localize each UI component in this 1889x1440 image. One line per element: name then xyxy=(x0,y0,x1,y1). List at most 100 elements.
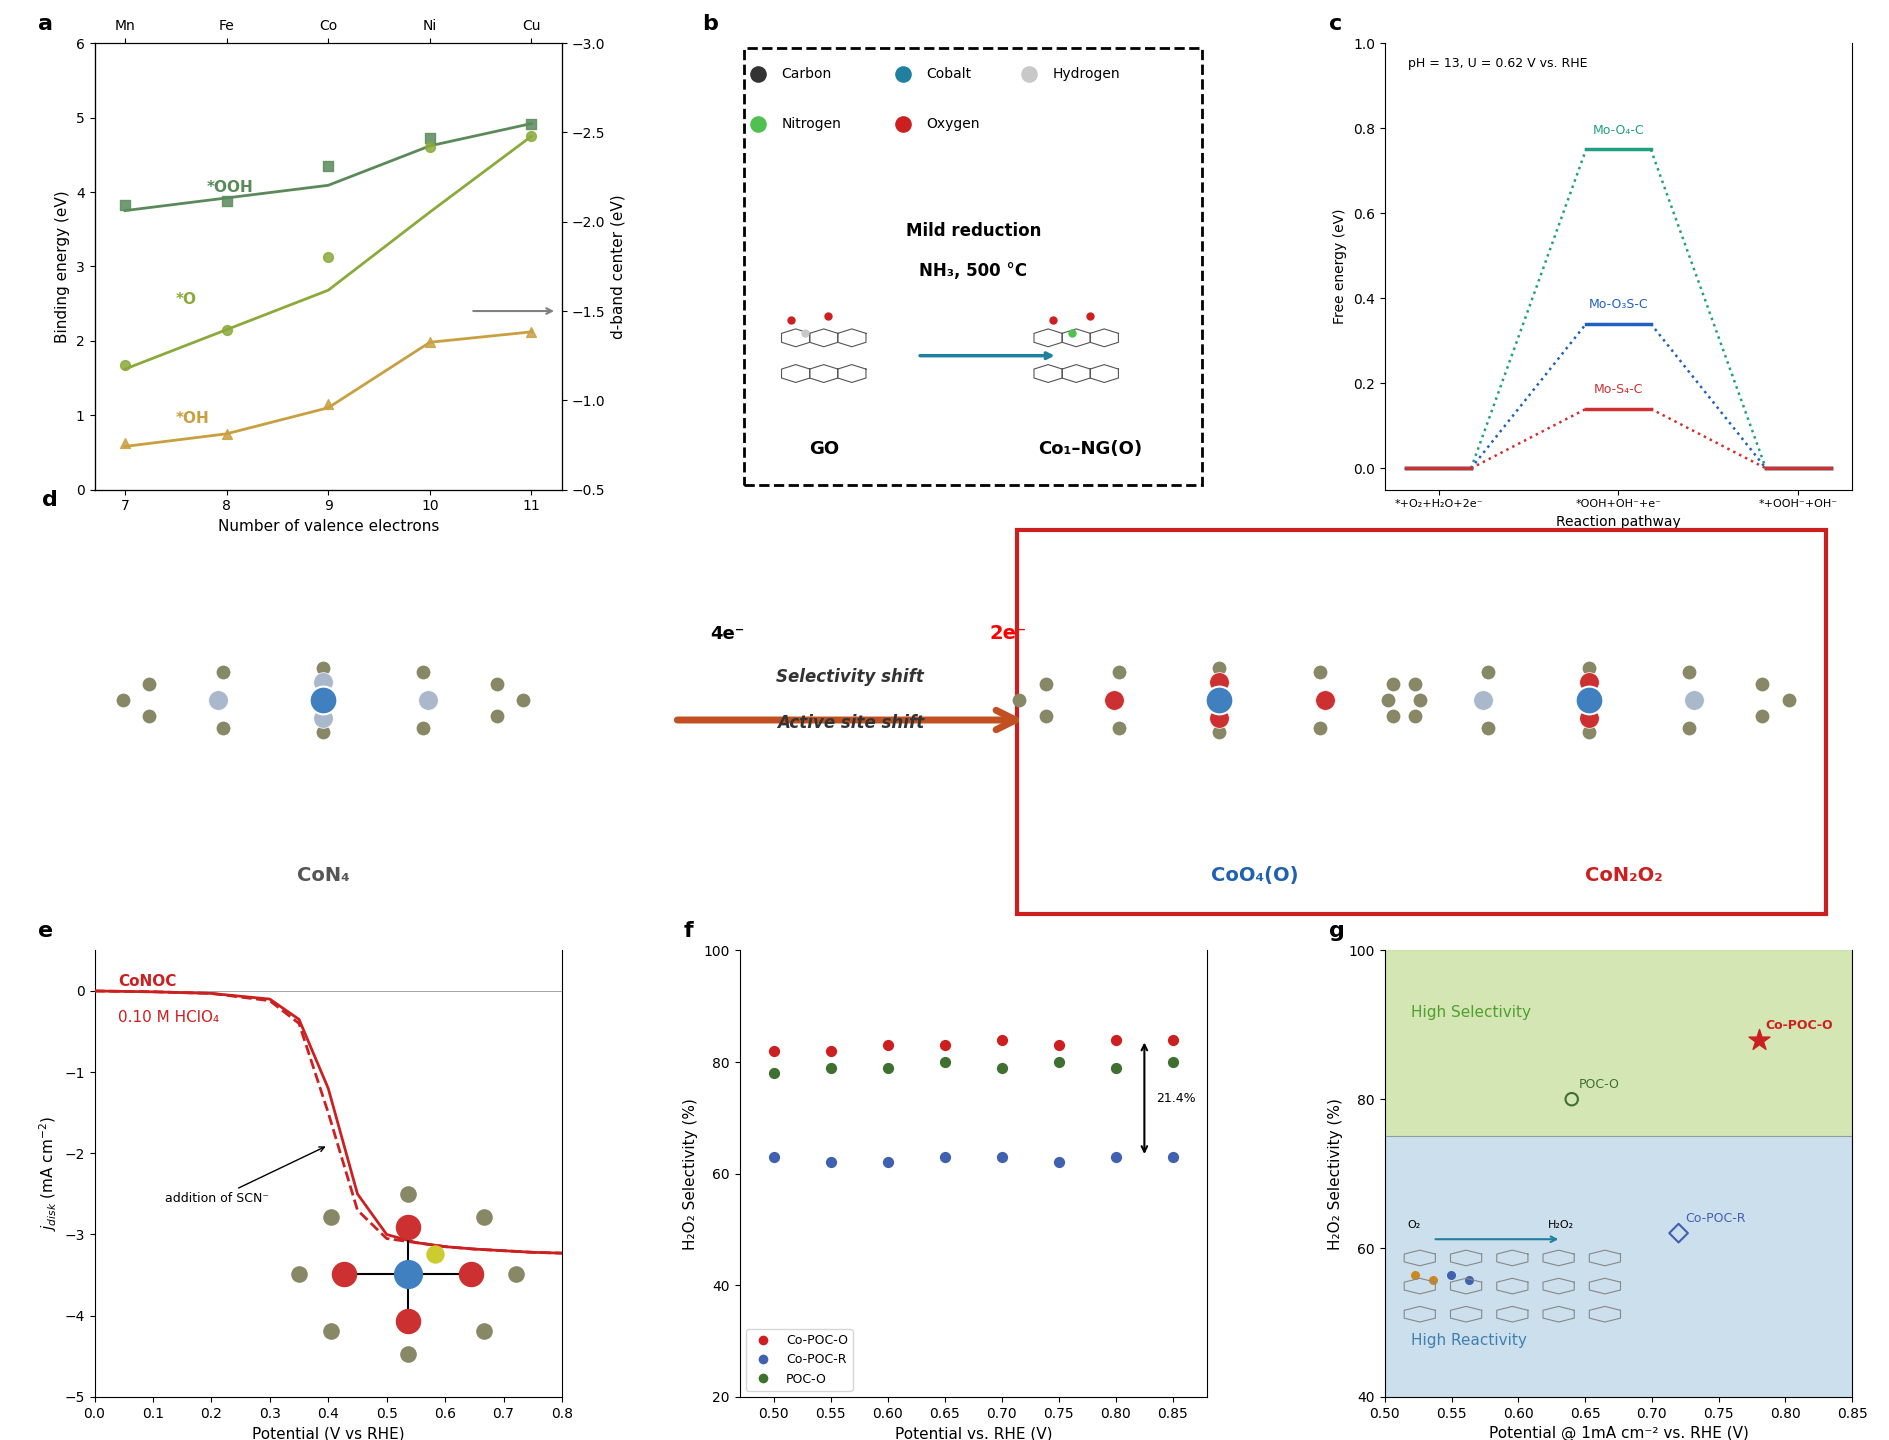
Point xyxy=(1572,688,1602,711)
Point xyxy=(1099,1028,1130,1051)
Point xyxy=(816,1056,846,1079)
Point xyxy=(508,688,538,711)
Point xyxy=(1203,688,1234,711)
Point xyxy=(1677,688,1708,711)
Point xyxy=(1203,707,1234,730)
Text: 21.4%: 21.4% xyxy=(1156,1092,1194,1104)
Point xyxy=(790,321,820,344)
Point xyxy=(1158,1050,1188,1073)
Text: Co₁–NG(O): Co₁–NG(O) xyxy=(1037,439,1141,458)
Text: addition of SCN⁻: addition of SCN⁻ xyxy=(164,1146,325,1205)
Point xyxy=(1098,688,1128,711)
Text: High Reactivity: High Reactivity xyxy=(1411,1333,1526,1348)
Point xyxy=(1745,704,1776,727)
Point xyxy=(308,657,338,680)
Text: 4e⁻: 4e⁻ xyxy=(710,625,744,644)
Text: pH = 13, U = 0.62 V vs. RHE: pH = 13, U = 0.62 V vs. RHE xyxy=(1407,56,1587,69)
Point xyxy=(1572,670,1602,693)
Point xyxy=(212,190,242,213)
Bar xyxy=(1016,530,1825,913)
Point xyxy=(929,1050,960,1073)
X-axis label: Potential vs. RHE (V): Potential vs. RHE (V) xyxy=(893,1426,1052,1440)
Text: CoNOC: CoNOC xyxy=(117,973,176,989)
Legend: Co-POC-O, Co-POC-R, POC-O: Co-POC-O, Co-POC-R, POC-O xyxy=(746,1329,852,1391)
Point xyxy=(1400,672,1430,696)
X-axis label: Potential @ 1mA cm⁻² vs. RHE (V): Potential @ 1mA cm⁻² vs. RHE (V) xyxy=(1489,1426,1747,1440)
Text: POC-O: POC-O xyxy=(1577,1079,1619,1092)
Text: Active site shift: Active site shift xyxy=(776,714,924,732)
Point xyxy=(108,688,138,711)
Point xyxy=(414,127,444,150)
Text: CoO₄(O): CoO₄(O) xyxy=(1211,867,1298,886)
Point xyxy=(1043,1050,1073,1073)
Bar xyxy=(1385,950,1851,1136)
Point xyxy=(308,720,338,743)
Text: d: d xyxy=(42,491,57,510)
Text: CoN₄: CoN₄ xyxy=(297,867,349,886)
Text: *OH: *OH xyxy=(176,410,210,426)
Text: Mo-O₃S-C: Mo-O₃S-C xyxy=(1589,298,1647,311)
Text: Mo-O₄-C: Mo-O₄-C xyxy=(1592,124,1643,137)
Point xyxy=(516,320,546,343)
Point xyxy=(1400,704,1430,727)
Point xyxy=(1099,1056,1130,1079)
Point xyxy=(1203,670,1234,693)
Text: Mild reduction: Mild reduction xyxy=(905,222,1041,239)
Point xyxy=(888,112,918,135)
Point xyxy=(1572,657,1602,680)
Point xyxy=(1003,688,1033,711)
Text: GO: GO xyxy=(808,439,839,458)
Point xyxy=(212,318,242,341)
Point xyxy=(1103,661,1133,684)
Point xyxy=(873,1056,903,1079)
Point xyxy=(208,661,238,684)
Point xyxy=(1557,1087,1587,1110)
Point xyxy=(482,672,512,696)
Point xyxy=(1075,304,1105,327)
Point xyxy=(929,1034,960,1057)
Point xyxy=(757,1061,788,1084)
Point xyxy=(1377,704,1407,727)
Point xyxy=(986,1056,1016,1079)
Point xyxy=(1572,720,1602,743)
Point xyxy=(408,661,438,684)
Point xyxy=(1099,1145,1130,1168)
Point xyxy=(1774,688,1804,711)
Point xyxy=(1103,716,1133,739)
Point xyxy=(1674,661,1704,684)
Text: *OOH: *OOH xyxy=(206,180,253,194)
Point xyxy=(314,154,344,177)
Text: Cobalt: Cobalt xyxy=(926,68,971,82)
Point xyxy=(776,308,807,331)
Point xyxy=(1203,657,1234,680)
Point xyxy=(134,672,164,696)
Point xyxy=(816,1151,846,1174)
Point xyxy=(308,707,338,730)
Point xyxy=(1371,688,1402,711)
Point xyxy=(308,670,338,693)
Point xyxy=(816,1040,846,1063)
Point xyxy=(742,112,773,135)
Point xyxy=(1404,688,1434,711)
Point xyxy=(873,1151,903,1174)
Point xyxy=(1043,1034,1073,1057)
Y-axis label: Free energy (eV): Free energy (eV) xyxy=(1334,209,1347,324)
Y-axis label: $j_{disk}$ (mA cm$^{-2}$): $j_{disk}$ (mA cm$^{-2}$) xyxy=(38,1116,59,1231)
Text: a: a xyxy=(38,14,53,35)
Y-axis label: H₂O₂ Selectivity (%): H₂O₂ Selectivity (%) xyxy=(682,1097,697,1250)
Text: Mo-S₄-C: Mo-S₄-C xyxy=(1592,383,1642,396)
Text: Nitrogen: Nitrogen xyxy=(782,117,841,131)
Point xyxy=(110,194,140,217)
Point xyxy=(1014,63,1045,86)
Point xyxy=(414,331,444,354)
Point xyxy=(314,246,344,269)
X-axis label: Number of valence electrons: Number of valence electrons xyxy=(217,518,438,534)
Point xyxy=(1377,672,1407,696)
Point xyxy=(516,125,546,148)
Text: Hydrogen: Hydrogen xyxy=(1052,68,1120,82)
X-axis label: Potential (V vs RHE): Potential (V vs RHE) xyxy=(251,1426,404,1440)
Text: High Selectivity: High Selectivity xyxy=(1411,1005,1530,1021)
Text: Oxygen: Oxygen xyxy=(926,117,980,131)
Text: f: f xyxy=(684,922,693,942)
Point xyxy=(1056,321,1086,344)
